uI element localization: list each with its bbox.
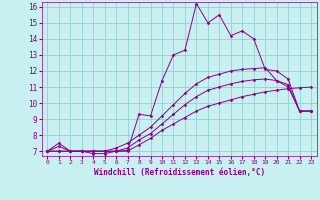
X-axis label: Windchill (Refroidissement éolien,°C): Windchill (Refroidissement éolien,°C) <box>94 168 265 177</box>
